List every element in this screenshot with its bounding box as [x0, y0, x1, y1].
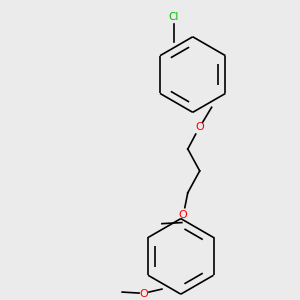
- Text: O: O: [140, 289, 148, 299]
- Text: O: O: [178, 210, 187, 220]
- Text: Cl: Cl: [169, 12, 179, 22]
- Text: O: O: [195, 122, 204, 132]
